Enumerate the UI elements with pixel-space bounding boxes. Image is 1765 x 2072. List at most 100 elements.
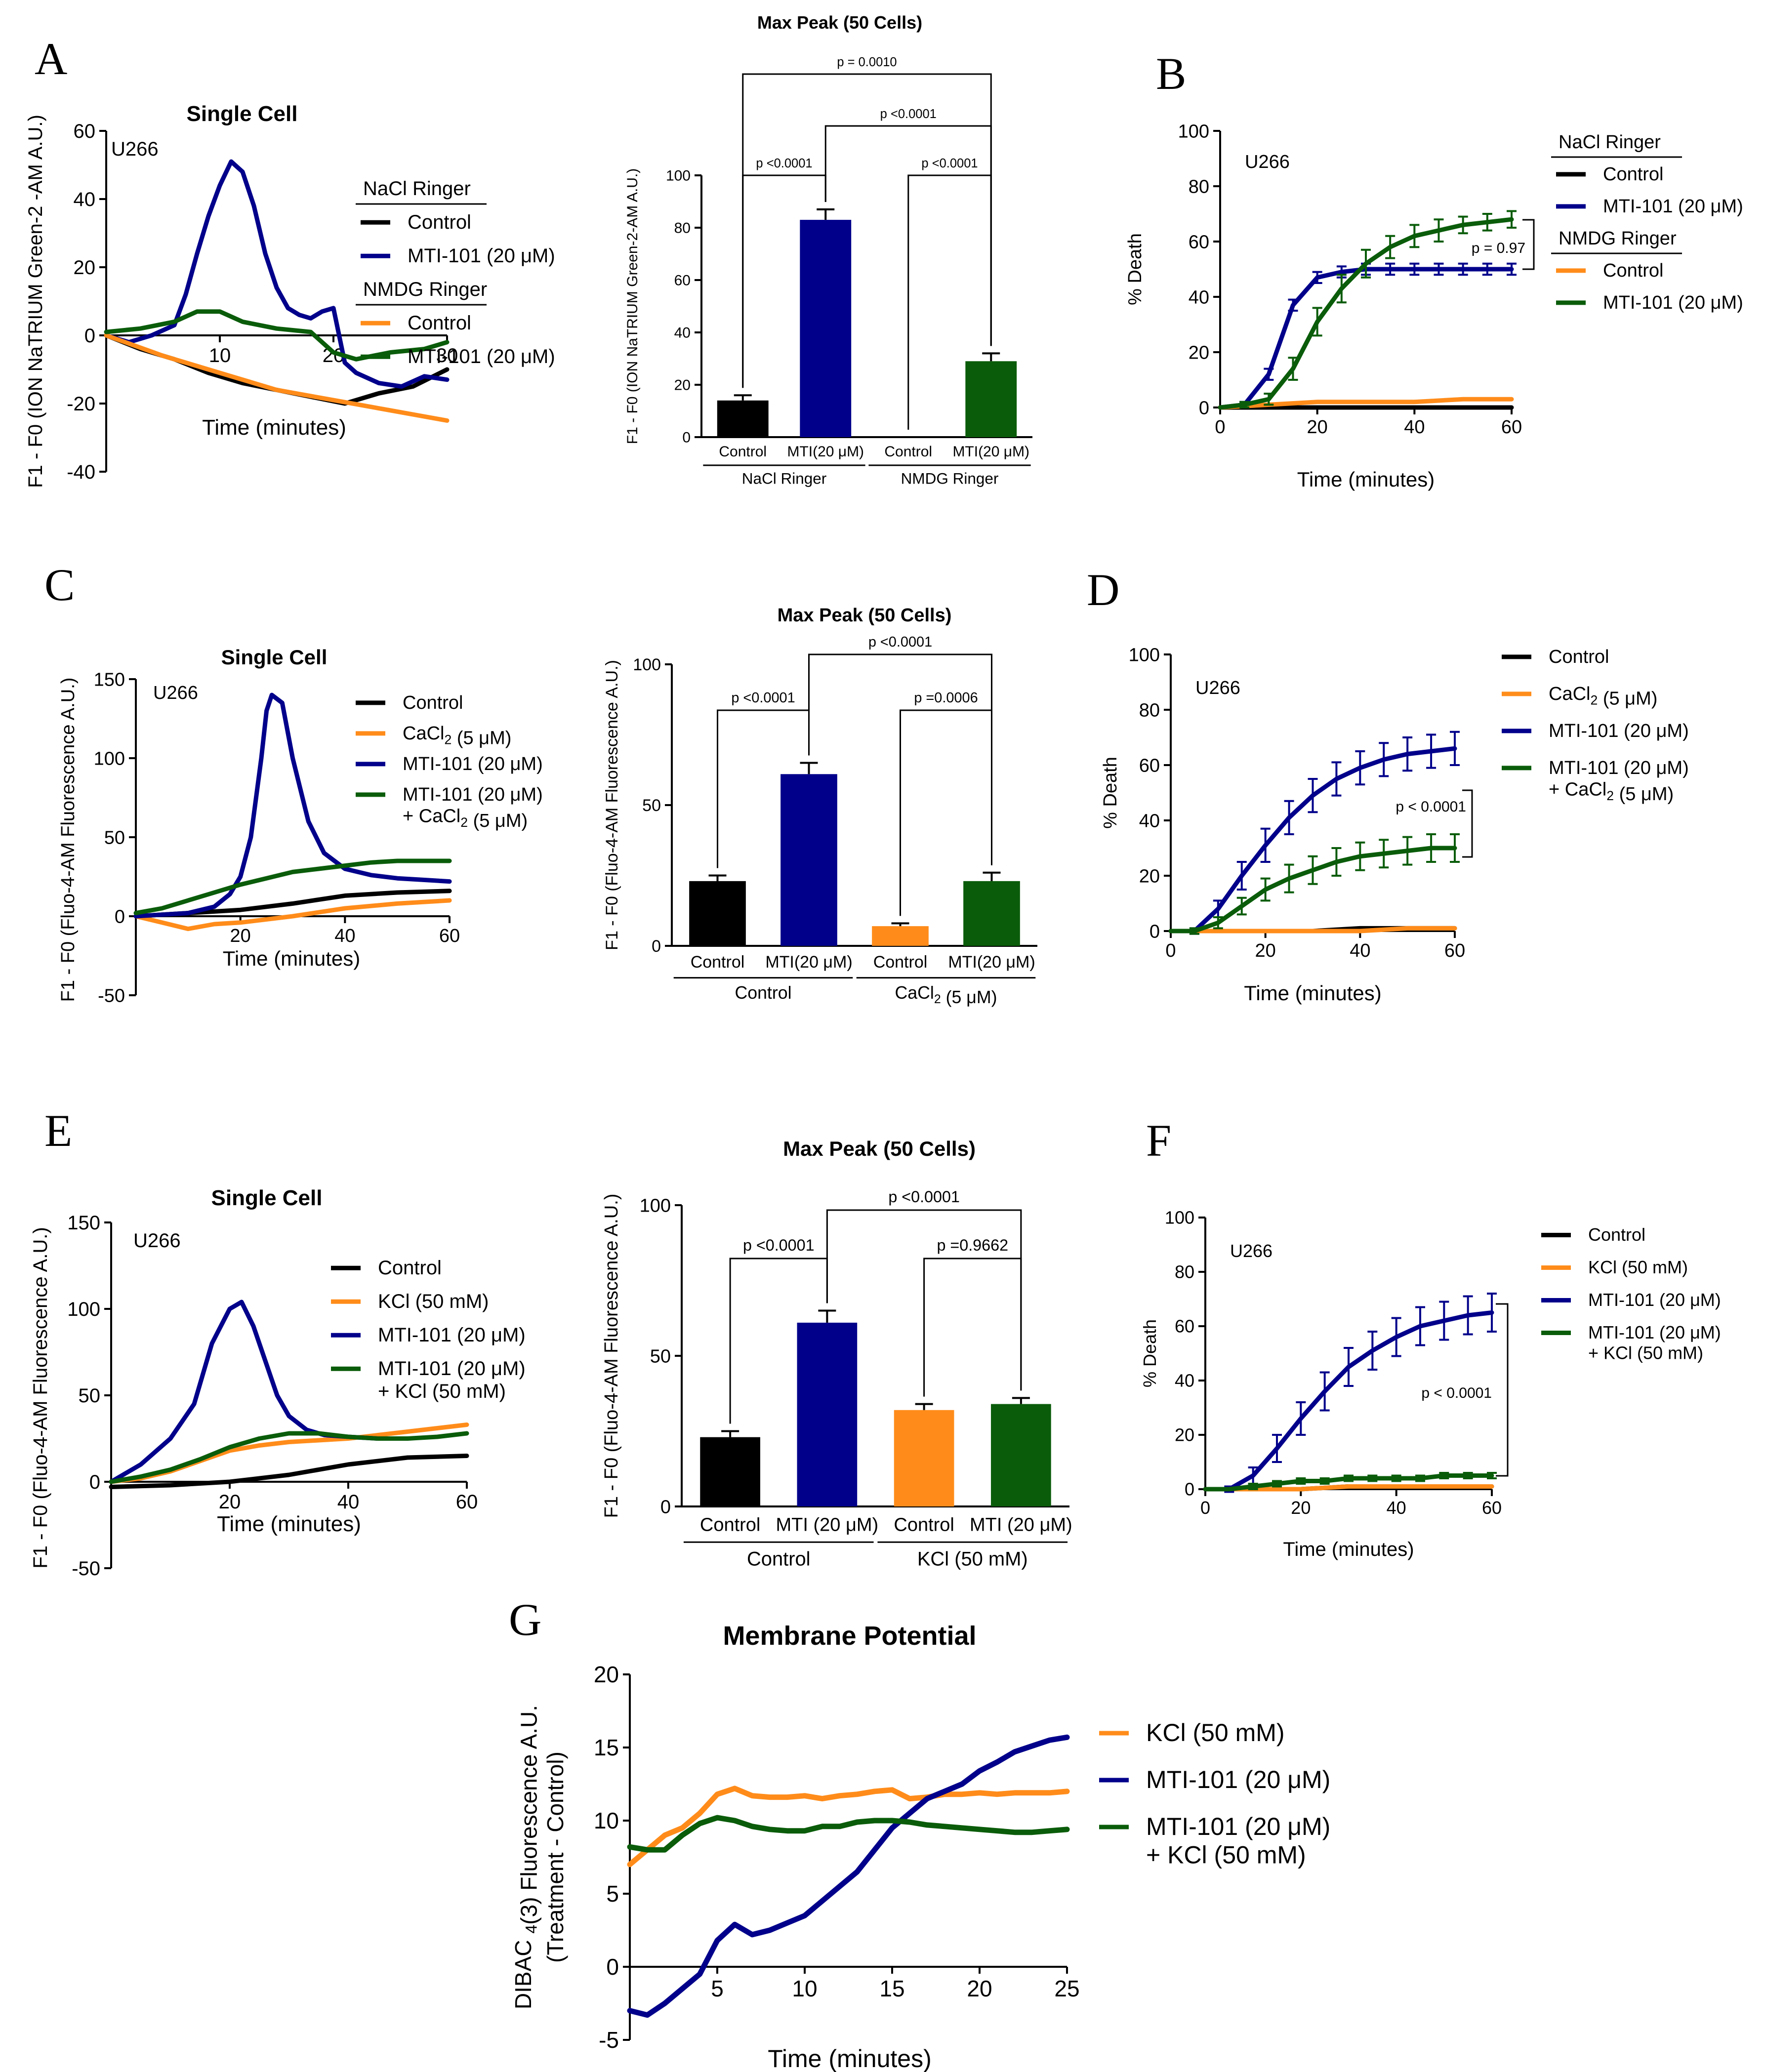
y-tick-label: 0 (682, 430, 691, 446)
text-span: MTI-101 (20 μM) (1146, 1813, 1330, 1840)
cell-line-label: U266 (1230, 1241, 1272, 1261)
chart-E_bar: 0 50 100 Control MTI (20 μM) Control MTI (20 μ… (601, 1137, 1072, 1570)
text-span: Control (1603, 164, 1664, 185)
bar (965, 361, 1017, 437)
bar-category-label: MTI (20 μM) (970, 1514, 1072, 1535)
legend-label-line2: + KCl (50 mM) (1146, 1841, 1306, 1869)
x-axis-label: Time (minutes) (768, 2045, 932, 2072)
y-tick-label: 40 (1189, 287, 1209, 308)
y-tick-label: 40 (1175, 1371, 1194, 1391)
series-line (109, 1300, 410, 1484)
series-line (104, 333, 450, 406)
chart-title: Single Cell (211, 1186, 323, 1210)
y-tick-label: 0 (1149, 921, 1160, 942)
text-span: MTI-101 (20 μM) (403, 754, 543, 774)
significance-bracket (907, 174, 992, 430)
text-span: Control (403, 692, 463, 713)
panel-label-e: E (44, 1105, 72, 1156)
legend-G: KCl (50 mM) MTI-101 (20 μM) MTI-101 (20 μM… (1099, 1719, 1330, 1869)
y-tick-label: 40 (674, 325, 691, 341)
series-line (104, 309, 450, 362)
bar (963, 881, 1020, 946)
text-span: Control (378, 1257, 442, 1279)
significance-bracket (742, 174, 826, 388)
series-line (1168, 746, 1457, 934)
chart-C_bar: 0 50 100 Control MTI(20 μM) Control MTI(20 μM)… (603, 605, 1037, 1007)
legend-E_trace: Control KCl (50 mM) MTI-101 (20 μM) MTI-101… (331, 1257, 526, 1402)
text-span: + CaCl (1549, 779, 1606, 800)
text-span: DIBAC (510, 1934, 536, 2009)
y-tick-label: 50 (104, 827, 125, 848)
legend-label: Control (1549, 647, 1609, 667)
text-span: MTI-101 (20 μM) (403, 784, 543, 805)
x-tick-label: 20 (1255, 940, 1276, 961)
text-span: MTI-101 (20 μM) (1146, 1766, 1330, 1793)
subscript-text: 2 (444, 732, 452, 747)
text-span: Control (408, 211, 471, 233)
y-tick-label: 40 (74, 189, 96, 210)
x-tick-label: 30 (436, 345, 458, 366)
y-tick-label: 20 (1175, 1425, 1194, 1445)
bar (717, 400, 769, 437)
panel-label-b: B (1156, 48, 1186, 99)
subscript-text: 2 (1606, 788, 1614, 803)
bar (797, 1322, 858, 1506)
significance-bracket (717, 709, 810, 868)
y-tick-label: -20 (67, 393, 95, 415)
significance-bracket (900, 709, 992, 916)
legend-label-line2: + KCl (50 mM) (1588, 1342, 1703, 1363)
legend-label: Control (378, 1257, 442, 1279)
y-tick-label: 100 (67, 1299, 100, 1320)
bar (689, 881, 746, 946)
bar (780, 774, 837, 946)
series-line (627, 1734, 1070, 2018)
text-span: (3) Fluorescence A.U. (516, 1705, 542, 1925)
x-tick-label: 0 (1215, 417, 1225, 438)
y-tick-label: 60 (74, 121, 96, 142)
significance-bracket (729, 1258, 828, 1424)
legend-label: MTI-101 (20 μM) (378, 1358, 526, 1380)
x-axis-label: Time (minutes) (1283, 1539, 1414, 1560)
legend-label: CaCl2 (5 μM) (403, 723, 511, 749)
y-axis-label: F1 - F0 (ION NaTRIUM Green-2 -AM A.U.) (25, 115, 46, 488)
p-value-label: p <0.0001 (731, 690, 795, 706)
y-tick-label: 100 (633, 655, 661, 674)
text-span: MTI-101 (20 μM) (378, 1324, 526, 1346)
p-value-label: p <0.0001 (921, 157, 978, 170)
group-label: NMDG Ringer (901, 470, 999, 488)
x-tick-label: 40 (1387, 1498, 1406, 1518)
legend-label: KCl (50 mM) (1588, 1257, 1688, 1277)
y-tick-label: 100 (640, 1195, 671, 1216)
chart-title: Single Cell (187, 102, 298, 126)
bar (700, 1437, 760, 1506)
p-value-label: p <0.0001 (743, 1236, 815, 1254)
p-value-label: p = 0.0010 (837, 55, 897, 69)
bar (872, 926, 929, 946)
series-line (133, 692, 452, 919)
chart-E_trace: -50 0 50 100 150 20 40 60 Time (minutes) F1 - F0 … (30, 1186, 478, 1580)
x-tick-label: 60 (1482, 1498, 1502, 1518)
bar-category-label: Control (894, 1514, 954, 1535)
text-span: (5 μM) (1598, 689, 1657, 709)
legend-label: MTI-101 (20 μM) (403, 784, 543, 805)
bar-category-label: MTI(20 μM) (952, 444, 1029, 460)
y-tick-label: 20 (594, 1662, 619, 1687)
legend-label: MTI-101 (20 μM) (403, 754, 543, 774)
y-tick-label: 100 (1178, 121, 1209, 142)
text-span: MTI-101 (20 μM) (408, 245, 555, 267)
chart-title: Membrane Potential (723, 1621, 976, 1651)
y-axis-label: F1 - F0 (Fluo-4-AM Fluorescence A.U.) (603, 660, 621, 950)
y-tick-label: -50 (72, 1558, 100, 1580)
x-tick-label: 20 (1307, 417, 1328, 438)
legend-label: Control (408, 312, 471, 334)
p-value-label: p < 0.0001 (1396, 799, 1466, 815)
legend-label: CaCl2 (5 μM) (1549, 684, 1657, 709)
legend-group-header: NMDG Ringer (1559, 228, 1677, 249)
text-span: KCl (50 mM) (378, 1291, 489, 1312)
series-line (109, 1454, 469, 1489)
legend-group-header: NaCl Ringer (1559, 132, 1661, 153)
text-span: CaCl (403, 723, 444, 744)
bar-category-label: MTI(20 μM) (765, 953, 852, 972)
p-value-label: p = 0.97 (1472, 240, 1525, 256)
